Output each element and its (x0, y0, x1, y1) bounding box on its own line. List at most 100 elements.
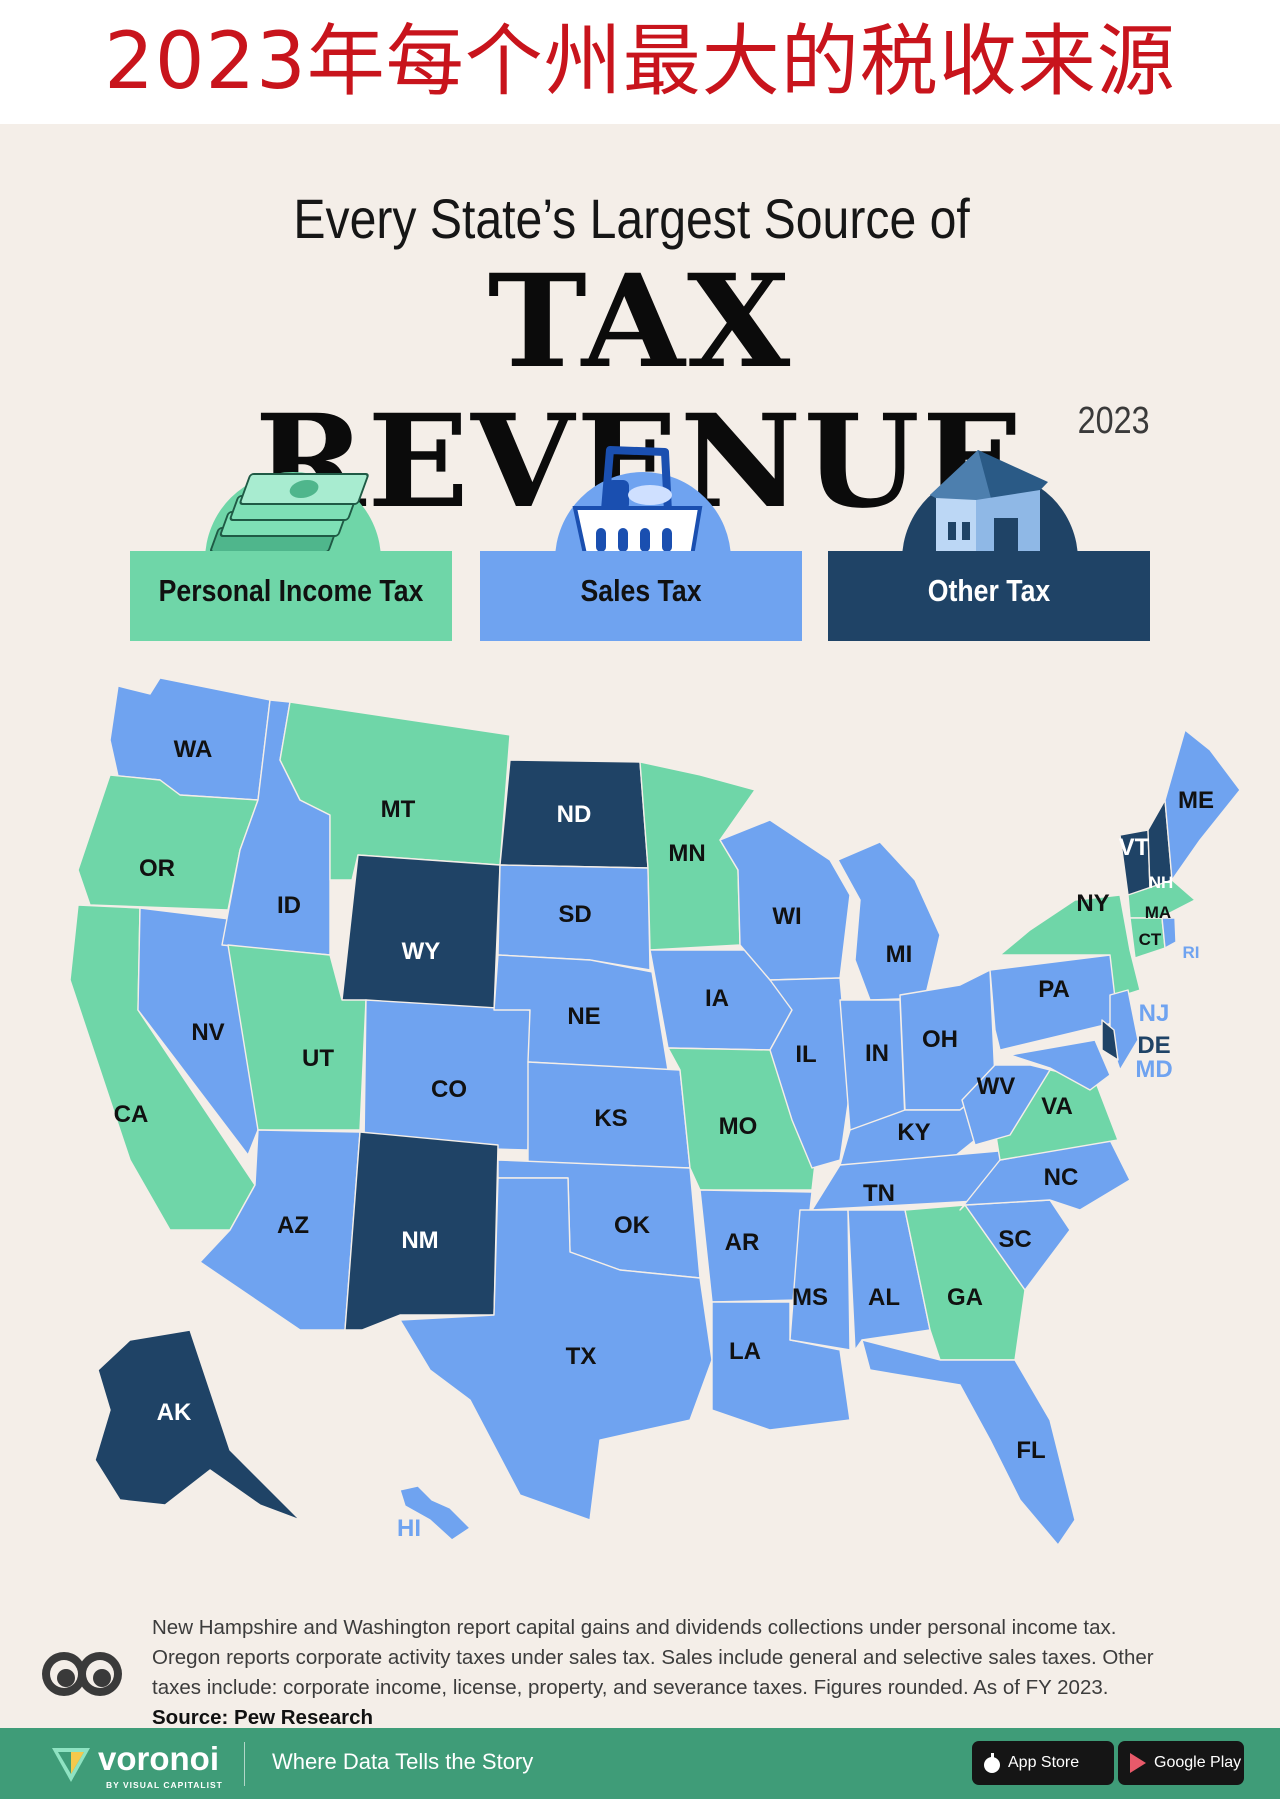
state-label-la: LA (729, 1338, 761, 1365)
year-label: 2023 (1078, 400, 1150, 442)
state-label-ma: MA (1145, 903, 1171, 922)
state-label-nv: NV (191, 1019, 224, 1046)
voronoi-binoculars-logo (42, 1652, 122, 1696)
state-label-md: MD (1135, 1056, 1172, 1083)
legend-swatch-other (828, 551, 1150, 641)
state-label-ut: UT (302, 1045, 334, 1072)
state-ms (789, 1209, 851, 1351)
state-label-hi: HI (397, 1515, 421, 1542)
footnote: New Hampshire and Washington report capi… (152, 1613, 1162, 1733)
state-label-az: AZ (277, 1212, 309, 1239)
brand-name: voronoi (98, 1740, 219, 1777)
state-wy (341, 854, 501, 1011)
state-label-ga: GA (947, 1284, 983, 1311)
footnote-source: Source: Pew Research (152, 1706, 374, 1729)
state-label-ms: MS (792, 1284, 828, 1311)
footer-bar: voronoi BY VISUAL CAPITALIST Where Data … (0, 1728, 1280, 1799)
legend-swatch-sales (480, 551, 802, 641)
state-label-ne: NE (567, 1003, 600, 1030)
state-label-oh: OH (922, 1026, 958, 1053)
legend-label-other: Other Tax (927, 573, 1051, 608)
state-label-va: VA (1041, 1093, 1073, 1120)
state-label-me: ME (1178, 787, 1214, 814)
top-banner: 2023年每个州最大的税收来源 (0, 0, 1280, 124)
state-label-ri: RI (1183, 943, 1200, 962)
state-label-sc: SC (998, 1226, 1031, 1253)
state-label-nc: NC (1044, 1164, 1079, 1191)
state-label-ok: OK (614, 1212, 651, 1239)
state-label-mo: MO (719, 1113, 758, 1140)
app-store-label: App Store (1008, 1754, 1080, 1771)
state-label-ak: AK (157, 1399, 192, 1426)
legend-label-income: Personal Income Tax (158, 573, 424, 608)
state-label-nd: ND (557, 801, 592, 828)
state-label-nm: NM (401, 1227, 438, 1254)
state-label-ar: AR (725, 1229, 760, 1256)
state-de (1101, 1019, 1119, 1061)
state-label-il: IL (795, 1041, 816, 1068)
legend-icons (205, 446, 1078, 570)
footer-divider (244, 1742, 245, 1786)
state-label-ny: NY (1076, 890, 1109, 917)
state-sd (497, 864, 651, 971)
state-label-id: ID (277, 892, 301, 919)
state-label-de: DE (1137, 1032, 1170, 1059)
footer-tagline: Where Data Tells the Story (272, 1749, 534, 1774)
house-icon (902, 450, 1078, 570)
banner-title: 2023年每个州最大的税收来源 (104, 17, 1176, 107)
state-mi (837, 841, 941, 1001)
us-state-map: WA OR CA NV ID MT WY UT CO AZ NM ND SD NE KS OK TX MN IA MO… (69, 677, 1241, 1546)
state-label-co: CO (431, 1076, 467, 1103)
state-ak (94, 1329, 301, 1521)
state-mt (279, 701, 511, 881)
state-label-pa: PA (1038, 976, 1070, 1003)
state-label-wv: WV (977, 1073, 1016, 1100)
state-label-al: AL (868, 1284, 900, 1311)
state-label-wa: WA (174, 736, 213, 763)
state-wv (961, 1064, 1051, 1146)
play-store-icon (1130, 1753, 1146, 1773)
state-label-ct: CT (1139, 930, 1162, 949)
state-ma (1127, 879, 1196, 919)
money-stack-icon (205, 472, 381, 560)
legend-swatch-income (130, 551, 452, 641)
state-hi (399, 1485, 471, 1541)
state-label-nj: NJ (1139, 1000, 1170, 1027)
voronoi-logo-icon (52, 1748, 90, 1782)
state-label-mn: MN (668, 840, 705, 867)
state-label-fl: FL (1016, 1437, 1045, 1464)
state-label-or: OR (139, 855, 175, 882)
state-label-wi: WI (772, 903, 801, 930)
legend-label-sales: Sales Tax (580, 573, 702, 608)
state-md (1009, 1039, 1111, 1091)
state-label-ca: CA (114, 1101, 149, 1128)
legend-other-tax: Other Tax (828, 551, 1150, 641)
state-label-ks: KS (594, 1105, 627, 1132)
state-tx (399, 1177, 713, 1521)
state-ny (999, 894, 1141, 999)
state-label-tx: TX (566, 1343, 597, 1370)
legend-sales-tax: Sales Tax (480, 551, 802, 641)
page-title: TAX REVENUE (254, 247, 1026, 537)
state-label-in: IN (865, 1040, 889, 1067)
google-play-button[interactable]: Google Play (1118, 1741, 1244, 1785)
state-label-ky: KY (897, 1119, 930, 1146)
state-label-vt: VT (1119, 834, 1150, 861)
apple-icon (984, 1753, 1000, 1773)
state-label-sd: SD (558, 901, 591, 928)
state-ri (1161, 917, 1177, 949)
state-nm (344, 1131, 499, 1331)
state-label-ia: IA (705, 985, 729, 1012)
app-store-button[interactable]: App Store (972, 1741, 1114, 1785)
state-label-mt: MT (381, 796, 416, 823)
state-label-nh: NH (1149, 873, 1174, 892)
state-label-wy: WY (402, 938, 441, 965)
state-label-tn: TN (863, 1180, 895, 1207)
state-fl (861, 1339, 1076, 1546)
footnote-text: New Hampshire and Washington report capi… (152, 1616, 1154, 1699)
brand-subtitle: BY VISUAL CAPITALIST (106, 1780, 223, 1790)
google-play-label: Google Play (1154, 1754, 1242, 1771)
state-pa (989, 954, 1126, 1051)
legend-personal-income-tax: Personal Income Tax (130, 551, 452, 641)
state-label-mi: MI (886, 941, 913, 968)
